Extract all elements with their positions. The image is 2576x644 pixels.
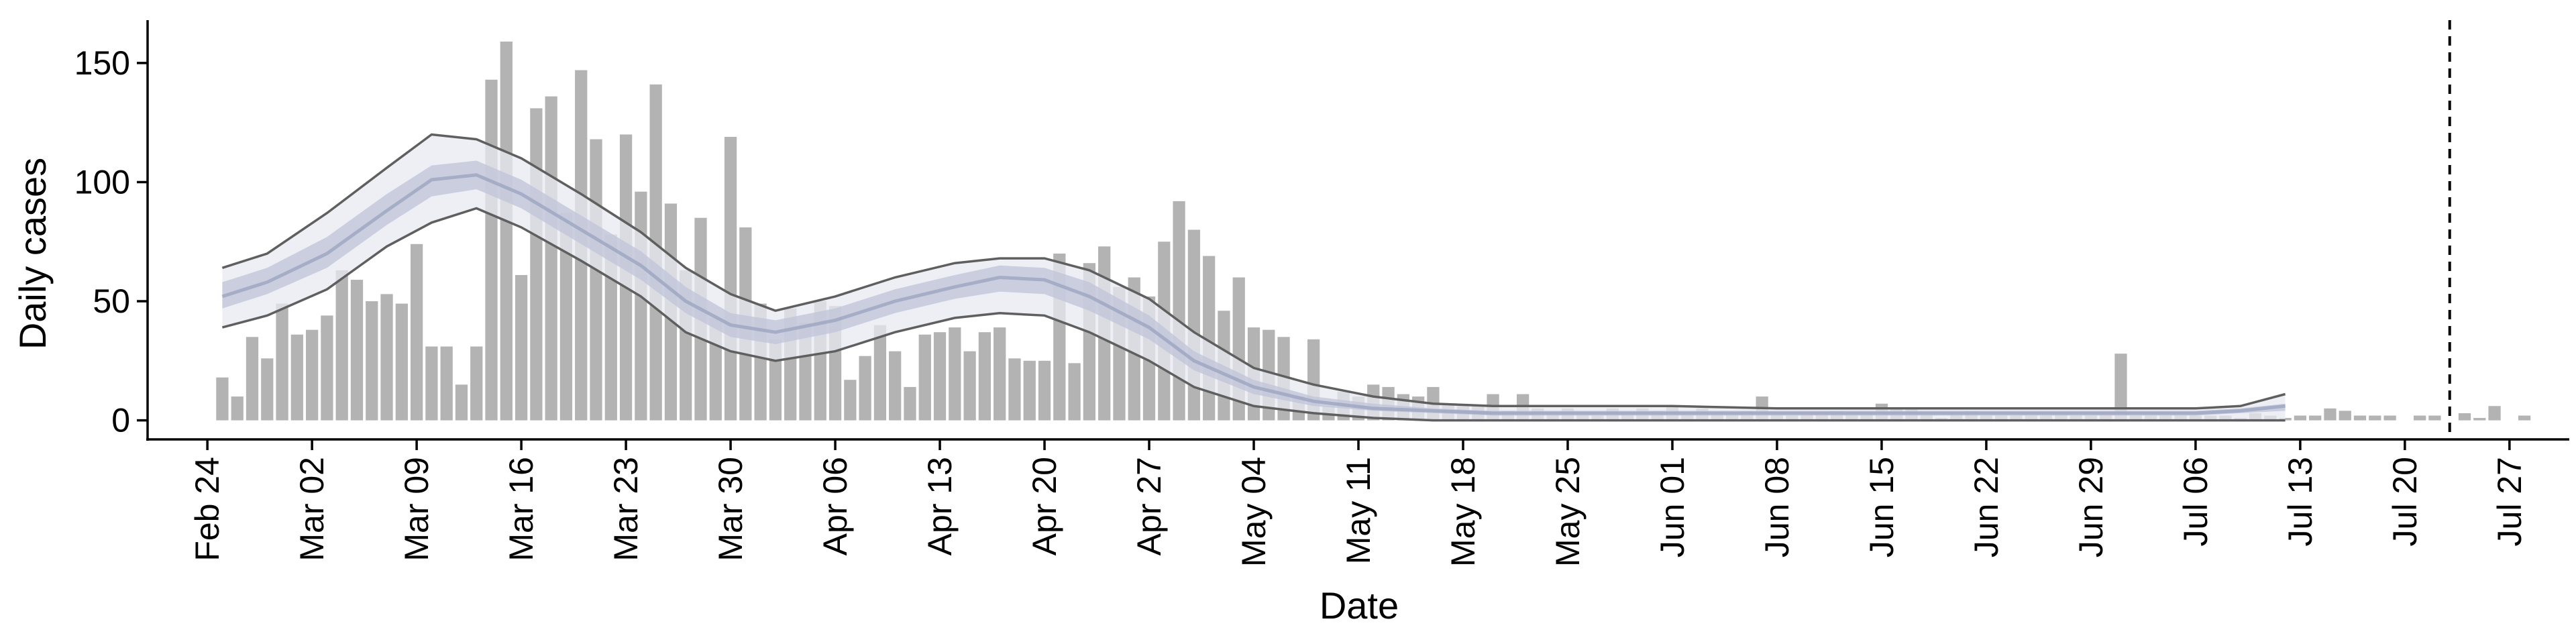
- x-tick-label: Feb 24: [189, 457, 226, 561]
- bar: [335, 270, 348, 421]
- x-tick-label: Mar 30: [712, 457, 749, 561]
- bar: [455, 384, 468, 421]
- bar: [425, 346, 438, 421]
- bar: [515, 274, 528, 421]
- bar: [261, 358, 274, 421]
- x-tick-label: Jul 20: [2386, 457, 2424, 546]
- median-line: [221, 173, 2286, 415]
- x-tick-label: Jun 15: [1863, 457, 1900, 557]
- bar: [2428, 415, 2441, 421]
- bar: [216, 377, 229, 421]
- bar: [231, 396, 244, 421]
- bar: [1173, 201, 1185, 421]
- bar: [485, 79, 498, 421]
- bar: [559, 213, 573, 421]
- bar: [978, 332, 991, 421]
- bar: [2414, 415, 2426, 421]
- bar: [290, 334, 303, 421]
- x-tick-label: Jul 27: [2491, 457, 2528, 546]
- bar: [2279, 418, 2292, 421]
- bar: [933, 332, 947, 421]
- x-tick-label: May 18: [1444, 457, 1482, 567]
- y-tick-label: 0: [111, 402, 130, 439]
- x-axis-title: Date: [1320, 584, 1399, 627]
- bar: [2518, 415, 2531, 421]
- bar: [873, 325, 887, 421]
- bar: [859, 356, 871, 421]
- x-tick-label: Mar 16: [502, 457, 540, 561]
- inner-credible-band: [222, 160, 2286, 416]
- bar: [1008, 358, 1021, 421]
- bar: [1038, 360, 1051, 421]
- bar: [2369, 415, 2381, 421]
- x-tick-label: Apr 13: [921, 457, 959, 555]
- bar: [410, 244, 423, 421]
- x-tick-label: Jul 06: [2177, 457, 2214, 546]
- x-tick-label: Apr 27: [1130, 457, 1168, 555]
- x-tick-label: Jun 01: [1654, 457, 1691, 557]
- bar: [2114, 354, 2127, 421]
- y-tick-label: 100: [74, 163, 130, 201]
- y-tick-label: 50: [93, 282, 130, 320]
- bar: [1187, 229, 1201, 421]
- bar: [889, 351, 902, 421]
- x-tick-label: Jul 13: [2282, 457, 2319, 546]
- bar: [2353, 415, 2367, 421]
- bar: [440, 346, 453, 421]
- y-tick-label: 150: [74, 44, 130, 82]
- bar: [1023, 360, 1036, 421]
- x-tick-label: Mar 02: [293, 457, 331, 561]
- bar: [635, 191, 647, 421]
- bar: [350, 280, 364, 421]
- x-tick-label: Jun 22: [1968, 457, 2005, 557]
- bar: [2488, 406, 2501, 421]
- bar: [545, 96, 557, 421]
- x-tick-label: Mar 09: [398, 457, 435, 561]
- bar: [321, 315, 333, 421]
- bar: [305, 329, 319, 421]
- bar: [844, 380, 857, 421]
- bar: [2458, 413, 2471, 421]
- upper-bound-line: [221, 133, 2286, 410]
- x-tick-label: Apr 20: [1026, 457, 1063, 555]
- bar: [1068, 363, 1081, 421]
- bar: [470, 346, 483, 421]
- bar: [2339, 411, 2351, 421]
- lower-bound-line: [221, 207, 2286, 422]
- bar: [380, 294, 393, 421]
- x-tick-label: Jun 08: [1758, 457, 1796, 557]
- bar: [590, 139, 602, 421]
- bar: [366, 301, 378, 421]
- bar: [276, 303, 288, 421]
- bar: [918, 334, 931, 421]
- bar: [530, 108, 543, 421]
- x-tick-label: May 04: [1235, 457, 1273, 567]
- axes: 0 50 100 150 Feb 24 Mar 02 Mar 09 Mar 16 Mar 23 M…: [74, 20, 2569, 567]
- bar: [2324, 408, 2337, 421]
- y-axis-title: Daily cases: [11, 158, 54, 350]
- bar: [724, 137, 737, 421]
- bar: [2309, 415, 2322, 421]
- x-tick-label: May 25: [1549, 457, 1587, 567]
- bar: [2294, 415, 2307, 421]
- x-tick-label: May 11: [1340, 457, 1377, 564]
- outer-credible-band: [222, 134, 2286, 421]
- bar: [963, 351, 976, 421]
- x-tick-label: Mar 23: [607, 457, 645, 561]
- bar: [994, 327, 1006, 421]
- bar: [2473, 418, 2486, 421]
- bar: [395, 303, 408, 421]
- bar: [2383, 415, 2396, 421]
- bar: [246, 337, 259, 421]
- bar: [949, 327, 961, 421]
- x-tick-label: Jun 29: [2072, 457, 2110, 557]
- bar: [904, 386, 916, 421]
- x-tick-label: Apr 06: [816, 457, 854, 555]
- bar: [500, 41, 513, 421]
- plot-area: [216, 20, 2531, 439]
